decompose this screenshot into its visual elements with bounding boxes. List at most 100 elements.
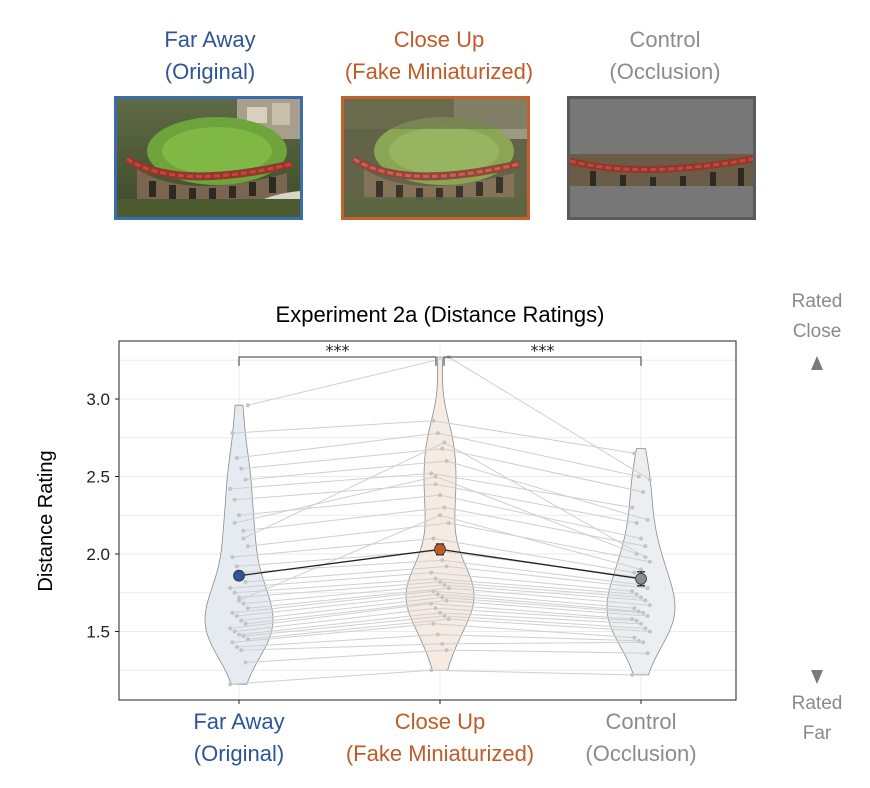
subject-point	[237, 595, 241, 600]
subject-point	[241, 601, 246, 606]
subject-point	[639, 595, 643, 600]
subject-point	[431, 621, 436, 626]
subject-point	[636, 638, 641, 643]
subject-point	[228, 586, 233, 591]
subject-point	[241, 634, 246, 639]
rated-far-label: Rated Far	[777, 689, 857, 749]
subject-point	[636, 609, 641, 614]
condition-title-line2: (Fake Miniaturized)	[344, 59, 534, 84]
subject-point	[446, 521, 451, 525]
significance-bracket	[443, 356, 642, 366]
subject-point	[643, 626, 648, 631]
subject-point	[245, 544, 250, 549]
subject-point	[440, 641, 445, 646]
y-tick-label: 2.5	[86, 468, 110, 487]
subject-point	[440, 446, 445, 451]
subject-point	[243, 660, 248, 665]
condition-title-line1: Close Up	[393, 27, 485, 52]
subject-point	[228, 682, 233, 687]
x-tick-far-away: Far Away (Original)	[119, 706, 359, 770]
subject-point	[230, 431, 235, 436]
subject-point	[647, 629, 652, 634]
subject-point	[446, 617, 451, 622]
condition-title-line2: (Occlusion)	[609, 59, 721, 84]
subject-point	[643, 555, 648, 560]
y-tick-label: 3.0	[86, 390, 110, 409]
x-tick-line2: (Occlusion)	[585, 741, 697, 766]
stimulus-image-far-away	[114, 96, 303, 220]
subject-point	[639, 621, 643, 626]
arrow-up-icon	[811, 356, 823, 370]
subject-point	[647, 477, 652, 482]
y-tick-label: 1.5	[86, 623, 110, 642]
subject-point	[634, 618, 639, 623]
subject-point	[230, 640, 235, 645]
subject-point	[639, 567, 643, 572]
subject-point	[442, 583, 447, 587]
subject-point	[230, 610, 235, 615]
subject-point	[241, 528, 246, 533]
subject-point	[243, 579, 248, 584]
subject-point	[237, 513, 241, 518]
subject-point	[643, 544, 648, 549]
subject-point	[234, 564, 239, 569]
violin-0	[204, 404, 274, 685]
condition-title-line1: Far Away	[164, 27, 256, 52]
condition-title-far-away: Far Away (Original)	[90, 24, 330, 88]
rated-close-line2: Close	[792, 321, 842, 342]
plot-frame	[118, 340, 737, 701]
mean-point	[635, 572, 647, 585]
subject-point	[632, 451, 637, 456]
violin-2	[606, 448, 676, 676]
subject-point	[232, 590, 237, 595]
subject-point	[232, 521, 237, 525]
x-tick-close-up: Close Up (Fake Miniaturized)	[320, 706, 560, 770]
subject-point	[639, 536, 643, 541]
condition-title-line2: (Original)	[164, 59, 256, 84]
x-tick-line1: Control	[605, 709, 677, 734]
subject-line	[230, 669, 633, 685]
subject-point	[442, 614, 447, 618]
subject-point	[440, 595, 445, 600]
subject-point	[239, 618, 244, 623]
subject-point	[634, 592, 639, 597]
subject-point	[431, 418, 436, 423]
subject-point	[429, 668, 434, 673]
subject-point	[647, 559, 652, 564]
subject-point	[630, 505, 635, 510]
subject-point	[433, 482, 438, 487]
subject-point	[630, 672, 635, 677]
subject-point	[234, 645, 239, 649]
subject-point	[241, 536, 246, 541]
subject-point	[442, 440, 447, 445]
subject-point	[438, 579, 442, 584]
subject-point	[234, 455, 239, 460]
subject-point	[435, 592, 440, 597]
subject-point	[438, 610, 442, 615]
subject-point	[239, 466, 244, 471]
subject-point	[228, 486, 233, 491]
subject-point	[232, 629, 237, 634]
subject-point	[237, 598, 241, 603]
significance-label: ***	[326, 341, 350, 360]
subject-point	[234, 614, 239, 618]
subject-point	[435, 632, 440, 637]
subject-point	[446, 586, 451, 591]
mean-point	[233, 569, 245, 582]
x-tick-line2: (Fake Miniaturized)	[345, 741, 535, 766]
subject-point	[632, 570, 637, 575]
significance-bracket	[238, 356, 437, 366]
subject-point	[433, 474, 438, 479]
subject-point	[636, 474, 641, 479]
chart-title: Experiment 2a (Distance Ratings)	[276, 302, 605, 327]
subject-point	[239, 648, 244, 653]
subject-point	[442, 505, 447, 510]
rated-far-line2: Far	[802, 723, 832, 744]
subject-point	[444, 598, 449, 603]
subject-point	[444, 648, 449, 653]
subject-point	[429, 570, 434, 575]
subject-point	[438, 513, 442, 518]
subject-point	[431, 536, 436, 541]
subject-point	[641, 610, 646, 615]
